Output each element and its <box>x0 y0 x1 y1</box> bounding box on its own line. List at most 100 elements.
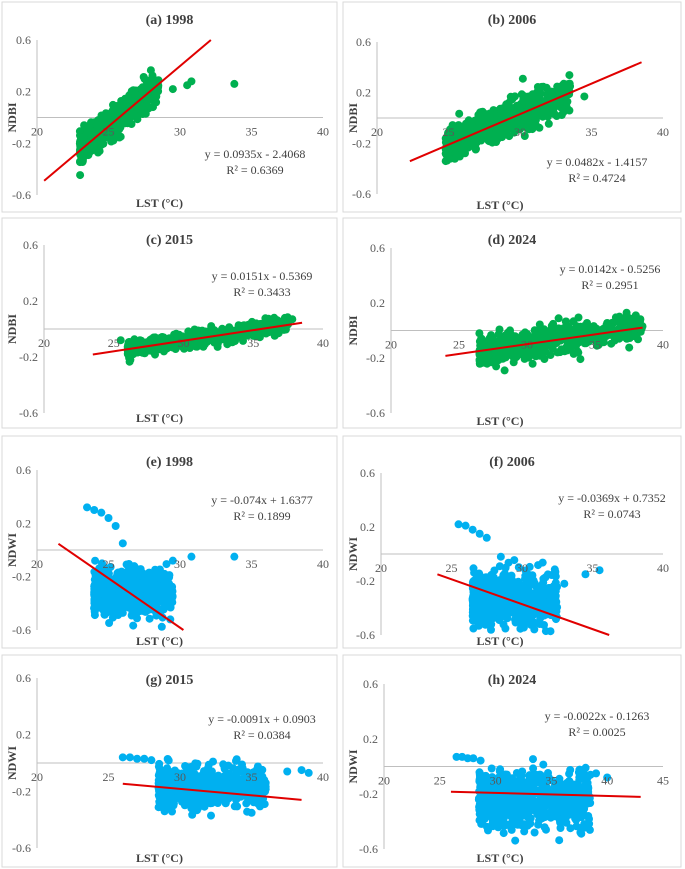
data-point <box>230 552 239 561</box>
data-point <box>560 579 569 588</box>
data-point <box>480 574 489 583</box>
data-point <box>190 325 199 334</box>
y-tick-label: -0.2 <box>359 787 378 801</box>
y-tick-label: 0.6 <box>23 238 38 252</box>
data-point <box>297 766 306 775</box>
data-point <box>183 81 192 90</box>
data-point <box>538 558 547 567</box>
data-point <box>235 332 244 341</box>
x-axis-title: LST (°C) <box>477 414 524 428</box>
data-point <box>83 128 92 137</box>
data-point <box>544 119 553 128</box>
data-point <box>122 113 131 122</box>
trend-equation: y = 0.0482x - 1.4157 <box>547 155 648 169</box>
data-point <box>230 802 239 811</box>
data-point <box>146 66 155 75</box>
y-tick-label: -0.6 <box>356 628 375 642</box>
data-point <box>537 82 546 91</box>
data-point <box>530 828 539 837</box>
data-point <box>546 351 555 359</box>
data-point <box>492 138 501 146</box>
x-tick-label: 30 <box>174 770 186 784</box>
y-axis-title: NDBI <box>5 314 19 344</box>
data-point <box>555 98 564 107</box>
data-point <box>109 136 118 145</box>
data-point <box>125 753 134 762</box>
y-axis-title: NDWI <box>5 533 19 567</box>
data-point <box>523 584 532 593</box>
chart-title: (a) 1998 <box>146 13 194 28</box>
x-tick-label: 30 <box>174 125 186 139</box>
x-tick-label: 20 <box>31 770 43 784</box>
x-axis-title: LST (°C) <box>136 411 183 425</box>
data-point <box>539 760 548 769</box>
trend-equation: y = 0.0142x - 0.5256 <box>560 262 661 276</box>
data-point <box>518 606 527 615</box>
data-point <box>498 576 507 585</box>
y-tick-label: -0.6 <box>12 188 31 202</box>
data-point <box>511 836 520 845</box>
data-point <box>104 514 113 522</box>
data-point <box>503 607 512 616</box>
data-point <box>463 140 472 149</box>
data-point <box>493 585 502 594</box>
trend-line <box>409 61 642 163</box>
data-point <box>90 603 99 612</box>
y-tick-label: -0.2 <box>352 136 371 150</box>
data-point <box>118 753 127 762</box>
data-point <box>631 331 640 340</box>
r-squared: R² = 0.6369 <box>226 163 283 177</box>
y-tick-label: -0.6 <box>12 841 31 855</box>
x-tick-label: 35 <box>246 557 258 571</box>
data-point <box>511 615 519 624</box>
data-point <box>283 767 292 776</box>
x-tick-label: 35 <box>586 125 598 139</box>
data-point <box>520 132 529 140</box>
data-point <box>168 593 177 602</box>
x-axis-title: LST (°C) <box>136 196 183 210</box>
data-point <box>566 326 575 335</box>
y-tick-label: -0.6 <box>352 187 371 201</box>
data-point <box>118 539 127 548</box>
data-point <box>476 117 485 126</box>
x-axis-title: LST (°C) <box>136 634 183 648</box>
data-point <box>625 343 634 352</box>
data-point <box>517 90 526 99</box>
data-point <box>535 598 544 607</box>
r-squared: R² = 0.2951 <box>581 278 638 292</box>
chart-title: (d) 2024 <box>488 233 537 248</box>
data-point <box>158 583 167 592</box>
y-tick-label: -0.6 <box>19 406 38 420</box>
data-point <box>133 754 142 763</box>
data-point <box>565 769 574 778</box>
y-axis-title: NDWI <box>5 746 19 780</box>
data-point <box>143 91 152 100</box>
y-tick-label: 0.2 <box>16 516 31 530</box>
x-axis-title: LST (°C) <box>477 634 524 648</box>
data-point <box>155 759 164 768</box>
data-point <box>580 92 589 101</box>
data-point <box>119 99 128 108</box>
trend-equation: y = 0.0151x - 0.5369 <box>212 269 313 283</box>
chart-title: (g) 2015 <box>146 673 194 688</box>
data-point <box>543 570 552 579</box>
data-point <box>554 314 563 323</box>
y-tick-label: -0.2 <box>19 350 38 364</box>
x-tick-label: 40 <box>317 336 329 350</box>
data-point <box>274 329 283 338</box>
data-point <box>190 339 199 348</box>
y-tick-label: -0.2 <box>356 574 375 588</box>
data-point <box>485 608 494 617</box>
data-point <box>83 503 92 512</box>
data-point <box>91 556 100 565</box>
data-point <box>482 533 491 542</box>
data-point <box>189 792 198 801</box>
data-point <box>163 755 172 763</box>
data-point <box>475 329 484 338</box>
data-point <box>152 92 161 101</box>
data-point <box>535 123 544 132</box>
data-point <box>469 564 478 573</box>
x-tick-label: 35 <box>246 770 258 784</box>
